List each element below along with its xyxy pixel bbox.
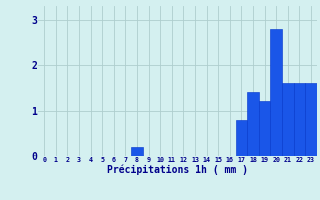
Bar xyxy=(305,83,317,156)
Bar xyxy=(131,147,143,156)
Bar xyxy=(247,92,259,156)
Bar xyxy=(259,101,270,156)
Bar xyxy=(282,83,294,156)
Bar xyxy=(236,120,247,156)
X-axis label: Précipitations 1h ( mm ): Précipitations 1h ( mm ) xyxy=(107,165,248,175)
Bar xyxy=(270,29,282,156)
Bar xyxy=(294,83,305,156)
